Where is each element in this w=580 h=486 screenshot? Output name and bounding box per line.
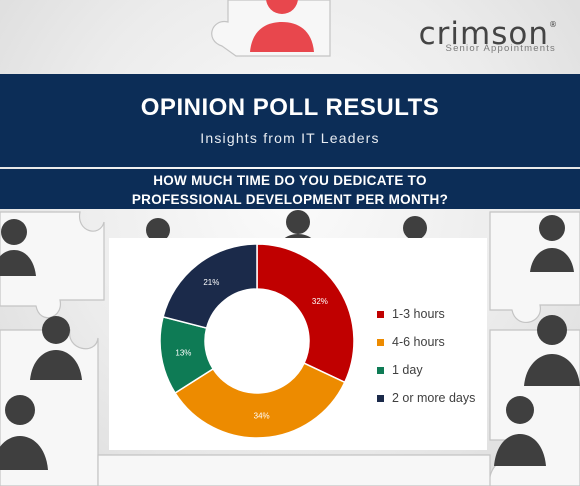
page-title: OPINION POLL RESULTS (140, 94, 440, 121)
puzzle-piece-left-top (0, 211, 105, 319)
data-label-0: 32% (312, 297, 328, 306)
donut-slice-1 (174, 362, 346, 439)
page-subtitle: Insights from IT Leaders (200, 130, 380, 146)
brand-tagline: Senior Appointments (445, 43, 556, 54)
data-label-1: 34% (254, 411, 270, 420)
donut-slice-3 (162, 243, 258, 329)
legend-label: 4-6 hours (392, 335, 445, 349)
legend-label: 1-3 hours (392, 307, 445, 321)
legend-item: 1-3 hours (377, 300, 475, 328)
brand-name: crimson (418, 16, 549, 52)
legend-item: 2 or more days (377, 384, 475, 412)
chart-card: 32% 34% 13% 21% 1-3 hours 4-6 hours 1 day 2 or… (109, 238, 487, 450)
header-band: OPINION POLL RESULTS Insights from IT Le… (0, 74, 580, 167)
legend-item: 1 day (377, 356, 475, 384)
question-line-1: HOW MUCH TIME DO YOU DEDICATE TO (153, 173, 427, 188)
legend-swatch (377, 366, 384, 374)
data-label-3: 21% (203, 278, 219, 287)
donut-chart: 32% 34% 13% 21% (159, 243, 355, 439)
legend-swatch (377, 310, 384, 318)
question-line-2: PROFESSIONAL DEVELOPMENT PER MONTH? (131, 192, 449, 207)
chart-legend: 1-3 hours 4-6 hours 1 day 2 or more days (377, 300, 475, 412)
legend-label: 2 or more days (392, 391, 476, 405)
legend-item: 4-6 hours (377, 328, 475, 356)
legend-swatch (377, 394, 384, 402)
puzzle-piece-bottom (97, 454, 491, 486)
legend-swatch (377, 338, 384, 346)
question-band: HOW MUCH TIME DO YOU DEDICATE TO PROFESS… (0, 169, 580, 209)
registered-mark: ® (549, 20, 558, 29)
legend-label: 1 day (392, 363, 423, 377)
red-person-icon (250, 0, 314, 52)
data-label-2: 13% (175, 349, 191, 358)
brand-logo: crimson® Senior Appointments (0, 0, 580, 74)
donut-slice-0 (256, 243, 355, 384)
